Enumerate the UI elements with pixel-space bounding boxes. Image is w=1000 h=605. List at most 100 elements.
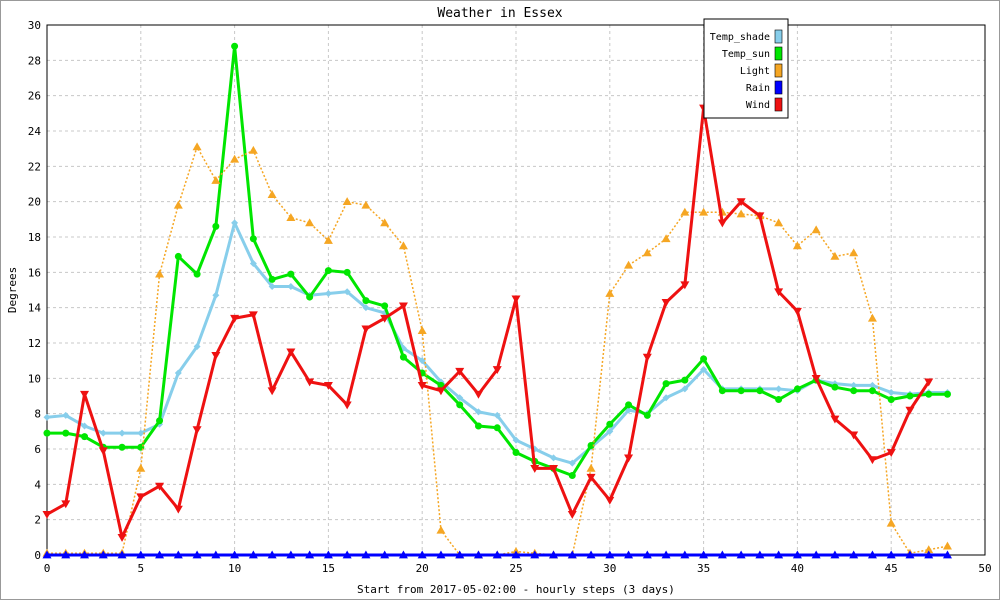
data-point-temp_shade [474,408,482,416]
data-point-wind [886,449,896,458]
legend-label-temp_shade: Temp_shade [710,32,770,43]
data-point-temp_sun [62,429,70,437]
data-point-rain [436,550,446,559]
data-point-temp_sun [193,270,201,278]
data-point-temp_sun [906,392,914,400]
data-point-temp_sun [568,472,576,479]
y-tick-label: 12 [28,337,41,350]
legend-swatch-rain [774,80,783,95]
data-point-light [586,463,596,472]
x-axis-label: Start from 2017-05-02:00 - hourly steps … [357,583,675,596]
data-point-rain [492,550,502,559]
series-wind [42,104,934,542]
data-point-rain [230,550,240,559]
data-point-rain [605,550,615,559]
y-axis-label: Degrees [6,267,19,313]
data-point-rain [586,550,596,559]
x-tick-label: 40 [791,562,804,575]
data-point-temp_sun [775,396,783,404]
data-point-temp_sun [643,411,651,419]
data-point-wind [248,311,258,320]
data-point-light [736,209,746,218]
data-point-rain [80,550,90,559]
data-point-temp_sun [212,222,220,230]
data-point-light [286,213,296,221]
x-tick-label: 0 [44,562,51,575]
data-point-rain [867,550,877,559]
data-point-temp_shade [249,260,257,267]
data-point-wind [323,382,333,390]
data-point-light [849,248,859,257]
legend-swatch-wind [774,97,783,112]
data-point-wind [417,382,427,390]
data-point-wind [230,314,240,323]
data-point-temp_sun [362,297,370,305]
data-point-light [323,236,333,244]
data-point-wind [511,295,521,304]
data-point-rain [905,550,915,559]
data-point-rain [736,550,746,559]
data-point-light [380,218,390,227]
data-point-temp_sun [381,302,389,310]
y-tick-label: 0 [34,549,41,562]
data-point-wind [867,456,877,465]
x-tick-label: 15 [322,562,335,575]
data-point-temp_sun [287,270,295,278]
data-point-wind [736,198,746,207]
data-point-wind [342,401,352,410]
data-point-rain [98,550,108,559]
data-point-temp_shade [681,385,689,393]
data-point-wind [530,465,540,473]
data-point-temp_shade [568,459,576,467]
x-tick-label: 5 [137,562,144,575]
data-point-light [211,175,221,184]
data-point-light [417,326,427,335]
y-tick-label: 28 [28,54,41,67]
data-point-temp_sun [606,420,614,428]
data-point-temp_shade [81,422,89,430]
data-point-light [605,289,615,297]
data-point-wind [192,426,202,435]
data-point-wind [136,493,146,502]
data-point-temp_shade [775,385,783,393]
data-point-rain [699,550,709,559]
data-point-rain [642,550,652,559]
data-point-temp_shade [212,291,220,299]
y-tick-label: 30 [28,19,41,32]
legend-swatch-temp_sun [774,46,783,61]
data-point-temp_shade [850,381,858,389]
data-point-wind [849,431,859,440]
data-point-temp_shade [99,429,107,437]
y-tick-label: 16 [28,266,41,279]
data-point-temp_sun [681,376,689,384]
data-point-temp_sun [231,42,239,50]
data-point-light [192,142,202,151]
data-point-rain [549,550,559,559]
data-point-temp_sun [174,252,182,260]
data-point-wind [42,510,52,519]
data-point-light [699,207,709,216]
data-point-rain [136,550,146,559]
data-point-light [642,248,652,257]
data-point-rain [661,550,671,559]
data-point-wind [755,212,765,221]
data-point-rain [267,550,277,559]
data-point-wind [398,302,408,311]
data-point-temp_shade [512,436,520,444]
legend-label-wind: Wind [746,100,770,111]
data-point-temp_sun [737,387,745,395]
data-point-rain [342,550,352,559]
x-tick-label: 20 [416,562,429,575]
data-point-light [230,154,240,163]
data-point-wind [586,473,596,482]
legend-swatch-light [774,63,783,78]
data-point-wind [380,314,390,323]
data-point-wind [811,374,821,383]
data-point-light [398,241,408,250]
data-point-light [830,251,840,260]
data-point-rain [624,550,634,559]
data-point-temp_sun [925,390,933,398]
